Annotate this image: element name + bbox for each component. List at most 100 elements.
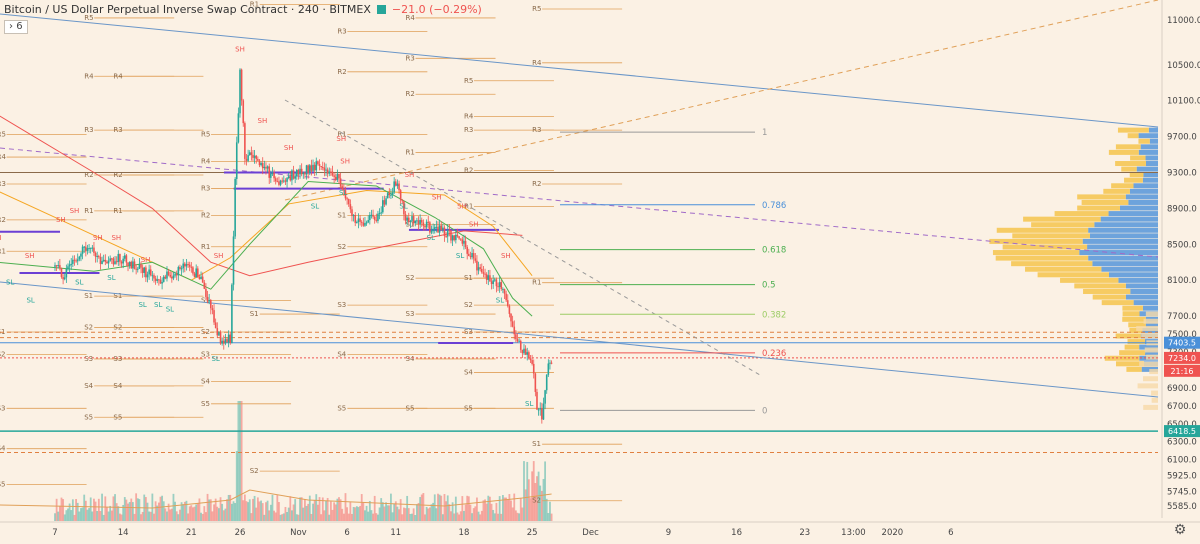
candle-body [237,113,240,143]
candle-body [459,238,462,240]
candle-body [244,123,246,159]
volume-bar [187,513,189,521]
candle-body [252,154,254,158]
candle-body [156,279,159,281]
volume-profile-bar [992,250,1080,256]
volume-bar [477,511,480,521]
candle-body [86,248,89,251]
candle-body [162,276,165,282]
candle-body [201,276,204,283]
candle-body [83,246,86,248]
pivot-label: S3 [337,301,346,309]
volume-profile-bar [1087,244,1158,250]
candle-body [479,267,481,269]
pivot-label: S5 [406,404,415,412]
volume-profile-bar [1108,272,1158,278]
volume-bar [526,461,529,521]
trend-line [0,147,1159,258]
candle-body [403,201,405,215]
volume-bar [268,510,271,521]
candle-body [231,284,233,343]
volume-profile-bar [1060,277,1119,283]
volume-bar [503,497,506,521]
volume-bar [415,504,418,521]
candle-body [289,176,292,181]
volume-bar [325,500,327,521]
candle-body [226,339,228,343]
volume-bar [261,503,264,521]
volume-profile-bar [1145,350,1158,356]
volume-profile-bar [1083,288,1131,294]
volume-bar [269,504,272,521]
volume-profile-bar [1101,300,1134,306]
volume-profile-bar [1128,199,1158,205]
candle-body [333,175,335,177]
candle-body [321,166,324,168]
volume-bar [432,502,435,521]
candle-body [128,261,131,266]
pivot-label: S1 [337,211,346,219]
volume-bar [479,514,482,521]
volume-bar [117,506,120,521]
volume-profile-bar [1101,266,1158,272]
volume-bar [445,501,448,521]
volume-bar [96,511,99,521]
volume-bar [333,502,336,521]
volume-bar [146,502,149,521]
volume-bar [383,506,386,521]
indicator-toggle-button[interactable]: › 6 [4,20,28,34]
pivot-label: R4 [113,72,123,80]
candle-body [375,219,378,221]
volume-bar [58,505,61,521]
volume-bar [536,476,538,521]
candle-body [521,349,524,354]
volume-bar [279,514,282,521]
volume-bar [234,503,237,521]
volume-bar [500,513,503,521]
candle-body [385,198,387,205]
gear-icon[interactable]: ⚙ [1173,522,1187,538]
volume-bar [291,510,293,521]
volume-bar [97,498,100,521]
volume-bar [156,505,159,521]
pivot-label: R2 [406,90,415,98]
volume-profile-bar [1088,255,1158,261]
y-tick-label: 9300.0 [1167,169,1197,179]
candle-body [432,229,434,232]
volume-bar [196,503,199,521]
candle-body [422,222,425,226]
candle-body [216,328,219,336]
candle-body [532,363,535,374]
candle-body [425,221,428,228]
candle-body [437,226,439,233]
volume-bar [182,504,185,521]
volume-bar [508,494,511,521]
candle-body [276,181,279,183]
pivot-label: S2 [84,324,93,332]
volume-bar [201,513,204,521]
pivot-label: R2 [337,68,346,76]
candle-body [149,269,152,276]
volume-bar [347,513,350,521]
volume-bar [540,490,543,521]
moving-average-line [0,180,533,317]
price-tag [1164,364,1200,377]
candle-body [419,219,421,225]
volume-profile-bar [1104,355,1140,361]
candle-body [312,164,314,171]
volume-profile-bar [1151,397,1158,403]
candle-body [506,300,509,306]
candle-body [166,271,168,279]
volume-bar [308,495,311,521]
candle-body [370,214,373,216]
candle-body [283,180,285,182]
volume-bar [65,510,68,521]
volume-bar [398,509,400,521]
volume-bar [205,512,207,521]
pivot-label: S4 [84,382,93,390]
pivot-label: S5 [0,481,5,489]
candle-body [490,281,493,285]
volume-profile-bar [1037,272,1109,278]
